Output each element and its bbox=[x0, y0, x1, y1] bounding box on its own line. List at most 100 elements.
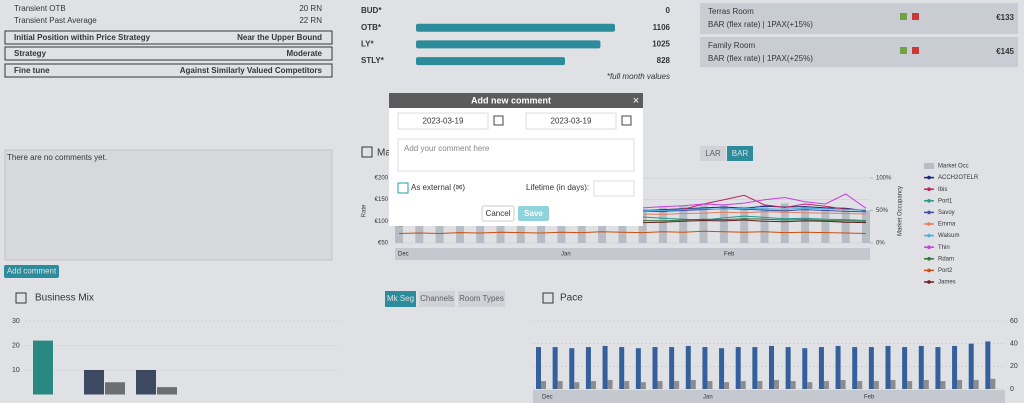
external-checkbox[interactable] bbox=[397, 182, 409, 194]
date-to[interactable]: 2023-03-19 bbox=[551, 117, 592, 126]
cancel-label[interactable]: Cancel bbox=[486, 209, 511, 218]
thumb-down[interactable] bbox=[912, 47, 919, 54]
legend-label[interactable]: Port1 bbox=[938, 198, 953, 204]
legend-label[interactable]: Port2 bbox=[938, 268, 953, 274]
kpi-label: Fine tune bbox=[14, 66, 50, 75]
save-label[interactable]: Save bbox=[524, 209, 543, 218]
legend-marker bbox=[927, 222, 931, 226]
y-tick-label: €100 bbox=[375, 219, 389, 225]
pace-bar bbox=[536, 347, 541, 389]
external-label[interactable]: As external bbox=[411, 183, 451, 192]
mix-bar bbox=[84, 370, 104, 395]
occupancy-bar bbox=[516, 210, 525, 243]
add-comment-button[interactable] bbox=[4, 265, 59, 278]
total-bar bbox=[416, 23, 615, 32]
pace-bar bbox=[752, 347, 758, 389]
tab[interactable] bbox=[458, 291, 505, 307]
legend-label[interactable]: Ibis bbox=[938, 187, 947, 193]
pace-bar bbox=[719, 348, 725, 389]
add-comment-label[interactable]: Add comment bbox=[7, 267, 57, 276]
occupancy-bar bbox=[780, 203, 789, 243]
occupancy-bar bbox=[719, 205, 728, 243]
business-mix-title: Business Mix bbox=[35, 293, 94, 304]
calendar-icon[interactable] bbox=[493, 115, 504, 126]
occupancy-bar bbox=[740, 206, 749, 243]
pace-bar bbox=[707, 381, 713, 389]
date-input[interactable] bbox=[397, 112, 489, 130]
legend-label[interactable]: Walsum bbox=[938, 233, 959, 239]
pace-bar bbox=[652, 347, 658, 389]
pace-title: Pace bbox=[560, 293, 583, 304]
pace-bar bbox=[685, 345, 691, 389]
tab[interactable] bbox=[419, 291, 455, 307]
pace-bar bbox=[735, 347, 741, 389]
pace-bar bbox=[657, 381, 663, 389]
lifetime-label: Lifetime (in days): bbox=[526, 183, 589, 192]
comment-textarea[interactable] bbox=[397, 138, 635, 172]
legend-marker bbox=[927, 245, 931, 249]
pace-bar bbox=[674, 381, 680, 389]
thumb-up[interactable] bbox=[900, 13, 907, 20]
pace-bar bbox=[590, 381, 596, 389]
pace-bar bbox=[635, 348, 641, 389]
save-button[interactable] bbox=[518, 206, 549, 221]
date-from[interactable]: 2023-03-19 bbox=[423, 117, 464, 126]
room-name: Family Room bbox=[708, 41, 755, 50]
occupancy-bar bbox=[801, 205, 810, 243]
tab[interactable] bbox=[700, 146, 726, 161]
legend-label[interactable]: Rdam bbox=[938, 256, 954, 262]
pace-bar bbox=[724, 382, 730, 389]
tab-label[interactable]: Room Types bbox=[459, 294, 504, 303]
legend-label[interactable]: Emma bbox=[938, 222, 956, 228]
occupancy-bar bbox=[821, 207, 830, 243]
expand-icon[interactable] bbox=[361, 146, 373, 158]
legend-marker bbox=[927, 210, 931, 215]
tab-label[interactable]: Channels bbox=[420, 294, 454, 303]
y2-axis-label: Market Occupancy bbox=[898, 186, 904, 236]
legend-label[interactable]: Market Occ bbox=[938, 164, 969, 170]
occupancy-bar bbox=[760, 204, 769, 243]
legend-label[interactable]: Savoy bbox=[938, 210, 955, 216]
tab[interactable] bbox=[727, 146, 753, 161]
month-note: *full month values bbox=[607, 72, 670, 81]
tab-label[interactable]: BAR bbox=[732, 149, 749, 158]
pace-bar bbox=[740, 381, 746, 389]
legend-label[interactable]: James bbox=[938, 280, 956, 286]
comment-placeholder[interactable]: Add your comment here bbox=[404, 144, 490, 153]
modal: Add new comment × 2023-03-19 2023-03-19 … bbox=[389, 93, 643, 226]
pace-bar bbox=[607, 379, 613, 389]
pace-bar bbox=[619, 347, 625, 389]
period-label: Dec bbox=[542, 395, 553, 401]
y-tick-label: 30 bbox=[12, 318, 20, 325]
tab[interactable] bbox=[385, 291, 416, 307]
tab-label[interactable]: LAR bbox=[705, 149, 721, 158]
lifetime-input[interactable] bbox=[593, 180, 635, 197]
legend-label[interactable]: Thin bbox=[938, 245, 950, 251]
pace-bar bbox=[585, 347, 591, 389]
expand-icon[interactable] bbox=[15, 292, 27, 304]
total-value: 1106 bbox=[653, 23, 671, 32]
cancel-button[interactable] bbox=[481, 205, 515, 222]
kpi-label: Strategy bbox=[14, 49, 47, 58]
comments-box bbox=[4, 149, 333, 261]
kpi-value: 20 RN bbox=[299, 4, 322, 13]
period-label: Dec bbox=[398, 252, 409, 258]
occupancy-bar bbox=[841, 208, 850, 243]
expand-icon[interactable] bbox=[542, 292, 554, 304]
thumb-down[interactable] bbox=[912, 13, 919, 20]
pace-bar bbox=[757, 381, 763, 389]
pace-bar bbox=[802, 348, 808, 389]
pace-bar bbox=[957, 379, 963, 389]
calendar-icon[interactable] bbox=[621, 115, 632, 126]
pace-bar bbox=[940, 381, 946, 389]
pace-bar bbox=[602, 345, 608, 389]
date-input[interactable] bbox=[525, 112, 617, 130]
modal-close[interactable]: × bbox=[633, 95, 639, 107]
mix-bar bbox=[33, 340, 53, 395]
kpi-label: Initial Position within Price Strategy bbox=[14, 33, 151, 42]
total-bar bbox=[416, 57, 565, 66]
thumb-up[interactable] bbox=[900, 47, 907, 54]
legend-label[interactable]: ACCH2OTELR bbox=[938, 175, 979, 181]
tab-label[interactable]: Mk Seg bbox=[387, 294, 414, 303]
